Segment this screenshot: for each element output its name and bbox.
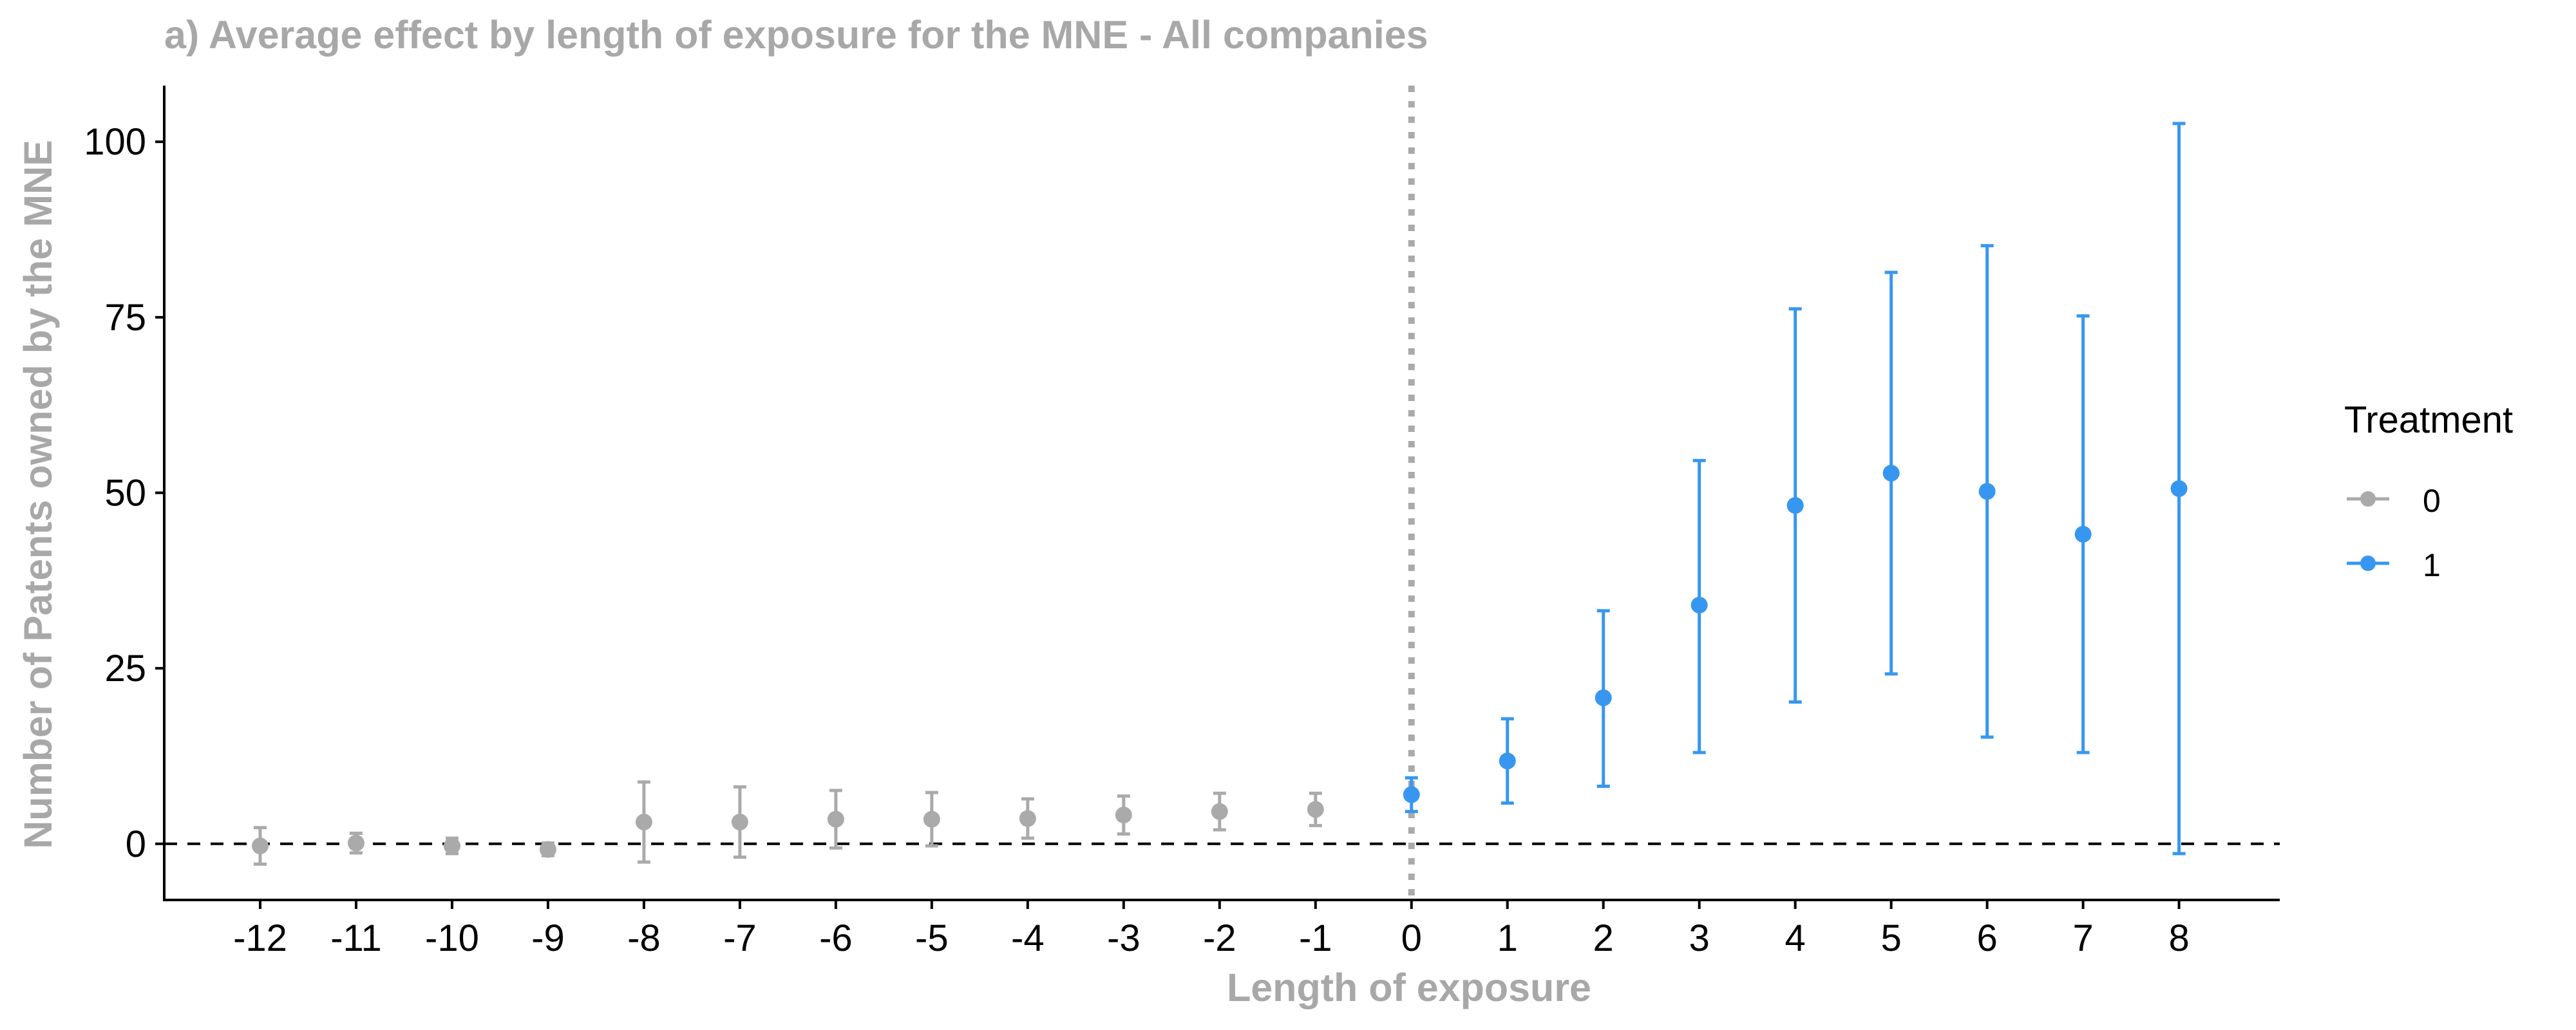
- x-tick-label: -11: [330, 917, 382, 959]
- data-point: [1403, 786, 1420, 803]
- x-tick-label: -3: [1107, 917, 1141, 959]
- series-1: [1403, 122, 2188, 856]
- x-tick-label: -7: [723, 917, 757, 959]
- data-point: [1882, 464, 1900, 482]
- x-tick-label: -8: [627, 917, 661, 959]
- x-tick-label: 1: [1497, 917, 1518, 959]
- x-tick-label: 7: [2072, 917, 2093, 959]
- legend-title: Treatment: [2344, 399, 2513, 441]
- x-tick-label: -10: [425, 917, 479, 959]
- data-point: [1499, 753, 1516, 770]
- y-tick-label: 100: [84, 121, 146, 163]
- x-tick-label: 6: [1976, 917, 1997, 959]
- data-point: [1786, 497, 1804, 514]
- y-tick-label: 0: [126, 823, 146, 865]
- data-point: [1595, 689, 1612, 706]
- x-tick-label: -6: [819, 917, 853, 959]
- x-tick-label: 3: [1689, 917, 1710, 959]
- x-tick-label: 8: [2168, 917, 2189, 959]
- legend: Treatment 01: [2344, 399, 2513, 583]
- data-point: [443, 838, 460, 855]
- data-point: [635, 813, 652, 830]
- legend-key-point: [2360, 491, 2376, 507]
- x-tick-label: -4: [1011, 917, 1045, 959]
- data-point: [251, 838, 269, 855]
- y-axis-title: Number of Patents owned by the MNE: [16, 140, 60, 849]
- data-point: [923, 810, 940, 828]
- data-point: [2074, 525, 2092, 543]
- data-point: [1115, 807, 1132, 824]
- x-tick-label: 4: [1785, 917, 1806, 959]
- y-tick-label: 50: [104, 473, 146, 514]
- y-tick-label: 25: [104, 648, 146, 689]
- x-tick-label: 0: [1401, 917, 1422, 959]
- x-tick-label: -1: [1299, 917, 1332, 959]
- chart-title: a) Average effect by length of exposure …: [164, 13, 1428, 57]
- data-point: [2170, 480, 2188, 497]
- series-0: [251, 780, 1324, 866]
- data-point: [731, 813, 748, 830]
- x-tick-label: -12: [233, 917, 287, 959]
- data-point: [539, 841, 556, 858]
- x-tick-label: -5: [915, 917, 949, 959]
- x-tick-label: -9: [531, 917, 565, 959]
- data-point: [827, 810, 844, 828]
- data-point: [347, 834, 365, 852]
- x-axis-title: Length of exposure: [1227, 966, 1591, 1009]
- x-tick-label: 5: [1880, 917, 1901, 959]
- legend-label: 1: [2423, 547, 2441, 583]
- data-point: [1307, 801, 1324, 818]
- data-point: [1211, 803, 1228, 820]
- y-tick-label: 75: [104, 297, 146, 339]
- legend-items: 01: [2347, 483, 2441, 583]
- data-point: [1019, 810, 1036, 827]
- x-tick-label: -2: [1203, 917, 1236, 959]
- legend-key-point: [2360, 556, 2376, 571]
- data-point: [1690, 596, 1708, 613]
- x-tick-label: 2: [1593, 917, 1614, 959]
- plot-area: -12 -11 -10 -9 -8 -7 -6 -5 -4 -3 -2 -1 0 1 2 3 4 5 6 7 80255…: [84, 86, 2280, 959]
- legend-label: 0: [2423, 483, 2441, 519]
- data-point: [1978, 483, 1996, 500]
